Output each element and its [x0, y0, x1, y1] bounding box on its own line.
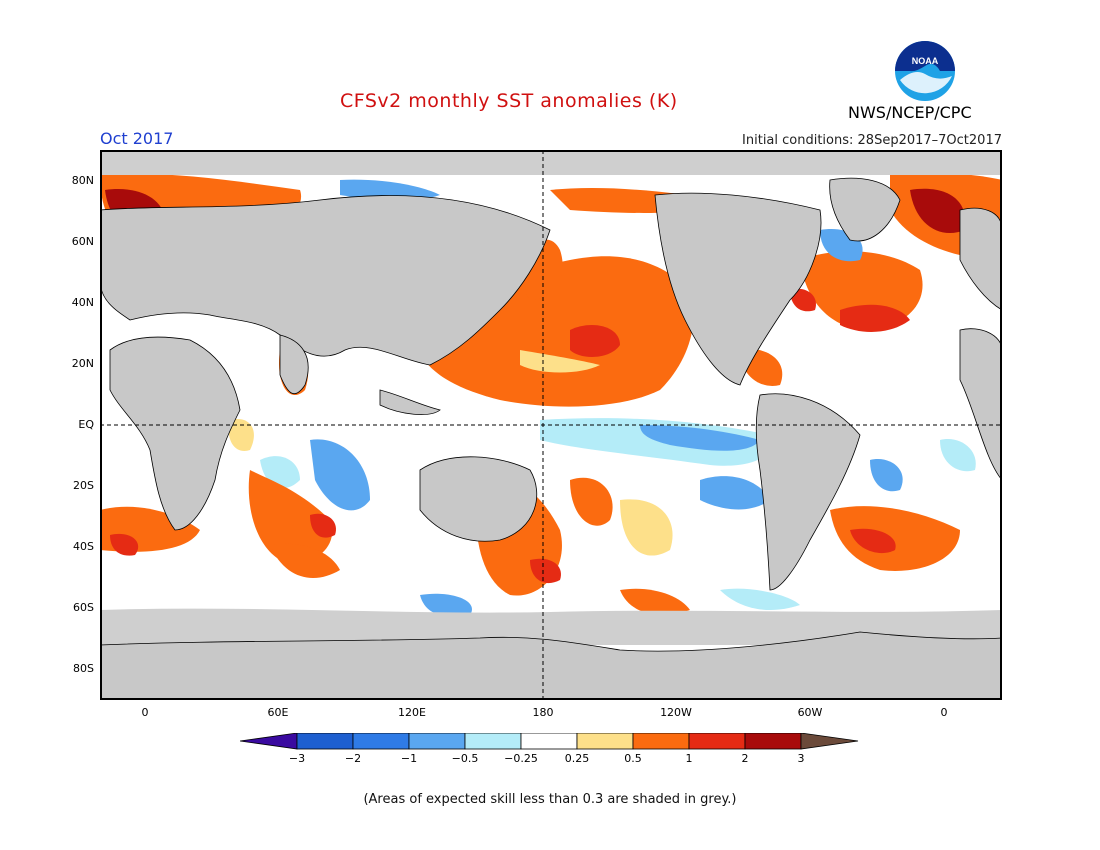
- anomaly-cool: [700, 476, 770, 510]
- colorbar-tick: −0.5: [451, 752, 479, 765]
- colorbar: [240, 733, 859, 750]
- colorbar-tick: −1: [400, 752, 418, 765]
- anomaly-strong-warm: [910, 188, 966, 234]
- colorbar-segment: [408, 733, 466, 750]
- lat-label: 80N: [71, 174, 94, 187]
- anomaly-warm: [270, 543, 340, 578]
- colorbar-segment: [464, 733, 522, 750]
- colorbar-tick: −2: [344, 752, 362, 765]
- sst-anomaly-map: [100, 150, 1002, 700]
- anomaly-weak-cool: [940, 439, 976, 472]
- anomaly-weak-warm: [620, 499, 673, 556]
- low-skill-area: [100, 150, 1002, 175]
- colorbar-segment: [576, 733, 634, 750]
- lon-label: 60E: [267, 706, 289, 719]
- skill-footnote: (Areas of expected skill less than 0.3 a…: [363, 792, 737, 807]
- anomaly-cool: [420, 593, 472, 617]
- anomaly-warm: [248, 470, 333, 563]
- anomaly-warm: [110, 533, 139, 556]
- lat-label: 20N: [71, 357, 94, 370]
- lat-label: 20S: [73, 479, 94, 492]
- colorbar-tick: −3: [288, 752, 306, 765]
- lon-label: 120W: [660, 706, 692, 719]
- anomaly-warm: [530, 558, 561, 584]
- colorbar-tick: 1: [685, 752, 693, 765]
- anomaly-warm: [570, 325, 620, 357]
- anomaly-cool: [310, 439, 370, 511]
- lon-label: 0: [141, 706, 149, 719]
- colorbar-segment: [296, 733, 354, 750]
- anomaly-weak-warm: [520, 350, 600, 373]
- lon-label: 180: [532, 706, 554, 719]
- colorbar-segment: [240, 733, 298, 750]
- anomaly-cool: [640, 425, 760, 451]
- anomaly-warm: [620, 588, 690, 615]
- agency-label: NWS/NCEP/CPC: [848, 103, 972, 122]
- lon-label: 60W: [797, 706, 823, 719]
- colorbar-segment: [744, 733, 802, 750]
- lat-label: 40N: [71, 296, 94, 309]
- anomaly-weak-cool: [720, 588, 800, 610]
- colorbar-segment: [632, 733, 690, 750]
- lon-label: 120E: [398, 706, 426, 719]
- lon-label: 0: [940, 706, 948, 719]
- noaa-logo: NOAA: [895, 41, 955, 101]
- map-frame: [100, 150, 1002, 700]
- initial-conditions: Initial conditions: 28Sep2017–7Oct2017: [742, 133, 1002, 148]
- colorbar-tick: 2: [741, 752, 749, 765]
- anomaly-warm: [830, 506, 960, 571]
- land: [100, 177, 1002, 700]
- colorbar-segment: [688, 733, 746, 750]
- anomaly-cool: [340, 179, 440, 201]
- lat-label: 40S: [73, 540, 94, 553]
- map-title: CFSv2 monthly SST anomalies (K): [340, 90, 678, 112]
- lat-label: 80S: [73, 662, 94, 675]
- colorbar-segment: [352, 733, 410, 750]
- low-skill-area: [100, 608, 1002, 645]
- noaa-logo-text: NOAA: [912, 56, 939, 66]
- lat-label: 60S: [73, 601, 94, 614]
- anomaly-cool: [870, 459, 903, 492]
- colorbar-tick: 0.5: [624, 752, 642, 765]
- colorbar-tick: 0.25: [564, 752, 590, 765]
- anomaly-weak-cool: [540, 418, 773, 466]
- lat-label: 60N: [71, 235, 94, 248]
- anomaly-warm: [310, 513, 336, 538]
- anomaly-warm: [850, 528, 896, 554]
- anomaly-weak-warm: [228, 419, 254, 451]
- anomaly-warm: [840, 304, 910, 332]
- anomaly-warm: [570, 477, 613, 526]
- colorbar-tick: 3: [797, 752, 805, 765]
- colorbar-segment: [520, 733, 578, 750]
- lat-label: EQ: [78, 418, 94, 431]
- anomaly-warm: [790, 288, 816, 312]
- colorbar-segment: [800, 733, 859, 750]
- forecast-month: Oct 2017: [100, 129, 174, 148]
- colorbar-tick: −0.25: [504, 752, 538, 765]
